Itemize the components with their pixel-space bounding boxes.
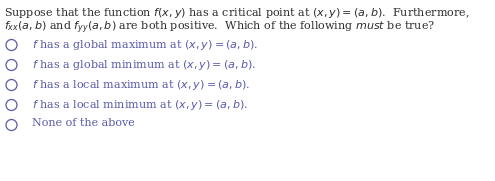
Text: $f$ has a global maximum at $(x, y) = (a, b)$.: $f$ has a global maximum at $(x, y) = (a…	[32, 38, 258, 52]
Text: $f$ has a local minimum at $(x, y) = (a, b)$.: $f$ has a local minimum at $(x, y) = (a,…	[32, 98, 248, 112]
Text: Suppose that the function $f(x, y)$ has a critical point at $(x, y) = (a, b)$.  : Suppose that the function $f(x, y)$ has …	[4, 6, 470, 20]
Text: $f$ has a local maximum at $(x, y) = (a, b)$.: $f$ has a local maximum at $(x, y) = (a,…	[32, 78, 250, 92]
Text: None of the above: None of the above	[32, 118, 135, 128]
Text: $f_{xx}(a, b)$ and $f_{yy}(a, b)$ are both positive.  Which of the following $\m: $f_{xx}(a, b)$ and $f_{yy}(a, b)$ are bo…	[4, 20, 435, 36]
Text: $f$ has a global minimum at $(x, y) = (a, b)$.: $f$ has a global minimum at $(x, y) = (a…	[32, 58, 256, 72]
